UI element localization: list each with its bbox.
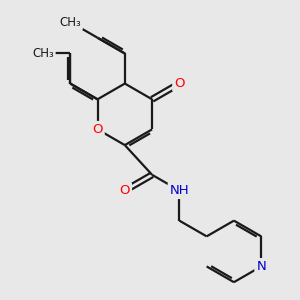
Text: O: O xyxy=(120,184,130,197)
Text: CH₃: CH₃ xyxy=(32,47,54,60)
Text: N: N xyxy=(256,260,266,273)
Text: O: O xyxy=(174,77,184,90)
Text: NH: NH xyxy=(169,184,189,197)
Text: CH₃: CH₃ xyxy=(59,16,81,28)
Text: O: O xyxy=(92,123,103,136)
